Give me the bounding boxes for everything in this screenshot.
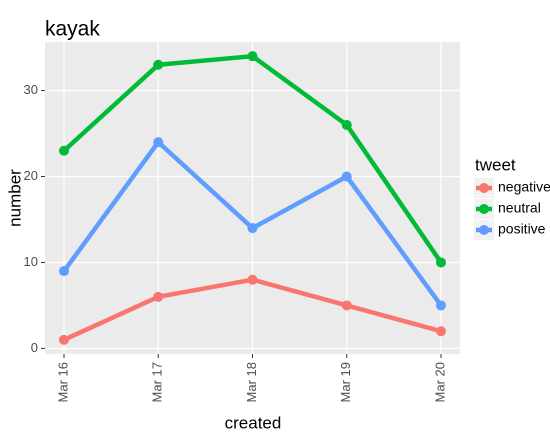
- legend-label: positive: [498, 221, 546, 237]
- point: [341, 300, 352, 311]
- legend-swatch-point: [479, 204, 489, 214]
- point: [59, 145, 69, 156]
- point: [247, 223, 258, 234]
- point: [436, 257, 446, 268]
- y-tick-label: 20: [24, 168, 38, 183]
- y-tick-label: 0: [31, 340, 38, 355]
- point: [153, 59, 164, 70]
- x-axis-label: created: [225, 413, 282, 432]
- point: [247, 274, 258, 285]
- chart-title: kayak: [45, 18, 100, 41]
- point: [59, 266, 69, 277]
- point: [153, 291, 164, 302]
- y-tick-label: 10: [24, 254, 38, 269]
- legend-title: tweet: [475, 155, 516, 174]
- x-tick-label: Mar 16: [55, 362, 70, 402]
- x-tick-label: Mar 18: [244, 362, 259, 402]
- point: [341, 171, 352, 182]
- point: [59, 334, 69, 345]
- point: [341, 119, 352, 130]
- point: [153, 137, 164, 148]
- point: [436, 326, 446, 337]
- y-axis-label: number: [5, 169, 24, 227]
- legend-swatch-point: [479, 183, 489, 193]
- x-tick-label: Mar 20: [432, 362, 447, 402]
- x-tick-label: Mar 17: [150, 362, 165, 402]
- x-tick-label: Mar 19: [338, 362, 353, 402]
- legend-label: negative: [498, 179, 550, 195]
- y-tick-label: 30: [24, 82, 38, 97]
- point: [436, 300, 446, 311]
- legend-swatch-point: [479, 225, 489, 235]
- point: [247, 51, 258, 62]
- legend-label: neutral: [498, 200, 541, 216]
